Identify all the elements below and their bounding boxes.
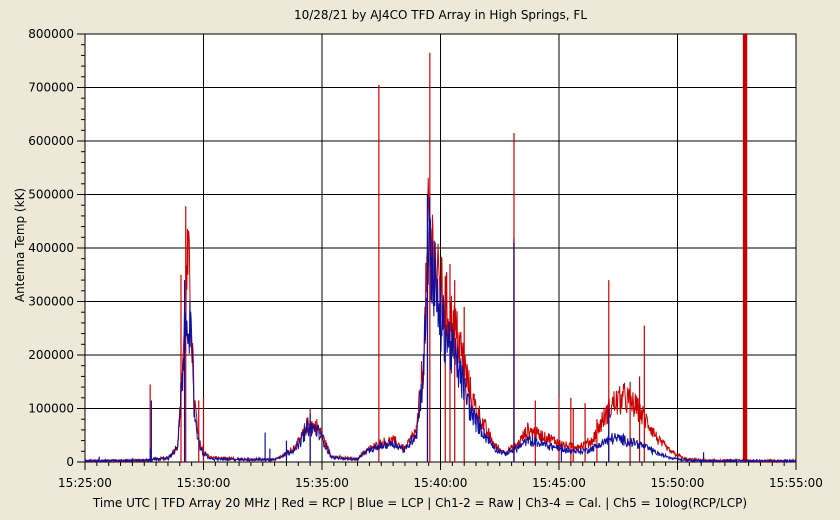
x-tick-labels: 15:25:00 15:30:00 15:35:00 15:40:00 15:45:00…: [58, 476, 823, 490]
x-tick-label: 15:40:00: [414, 476, 468, 490]
x-tick-label: 15:35:00: [295, 476, 349, 490]
x-tick-label: 15:50:00: [651, 476, 705, 490]
y-tick-label: 0: [66, 455, 74, 469]
y-tick-label: 300000: [28, 295, 74, 309]
y-tick-label: 800000: [28, 27, 74, 41]
grid-lines: [85, 34, 796, 462]
y-tick-label: 100000: [28, 402, 74, 416]
y-tick-label: 200000: [28, 348, 74, 362]
x-tick-label: 15:55:00: [769, 476, 823, 490]
series-line-lcp: [84, 196, 797, 464]
series-layer: [84, 34, 797, 464]
y-tick-labels: 0 100000 200000 300000 400000 500000 600000 700…: [28, 27, 74, 469]
minor-ticks: [77, 33, 797, 470]
x-tick-label: 15:30:00: [177, 476, 231, 490]
x-tick-label: 15:45:00: [532, 476, 586, 490]
chart-title: 10/28/21 by AJ4CO TFD Array in High Spri…: [293, 8, 588, 22]
y-tick-label: 700000: [28, 81, 74, 95]
chart-caption: Time UTC | TFD Array 20 MHz | Red = RCP …: [92, 496, 748, 510]
series-lcp: [84, 194, 797, 464]
y-tick-label: 500000: [28, 188, 74, 202]
y-tick-label: 400000: [28, 241, 74, 255]
y-tick-label: 600000: [28, 134, 74, 148]
x-tick-label: 15:25:00: [58, 476, 112, 490]
